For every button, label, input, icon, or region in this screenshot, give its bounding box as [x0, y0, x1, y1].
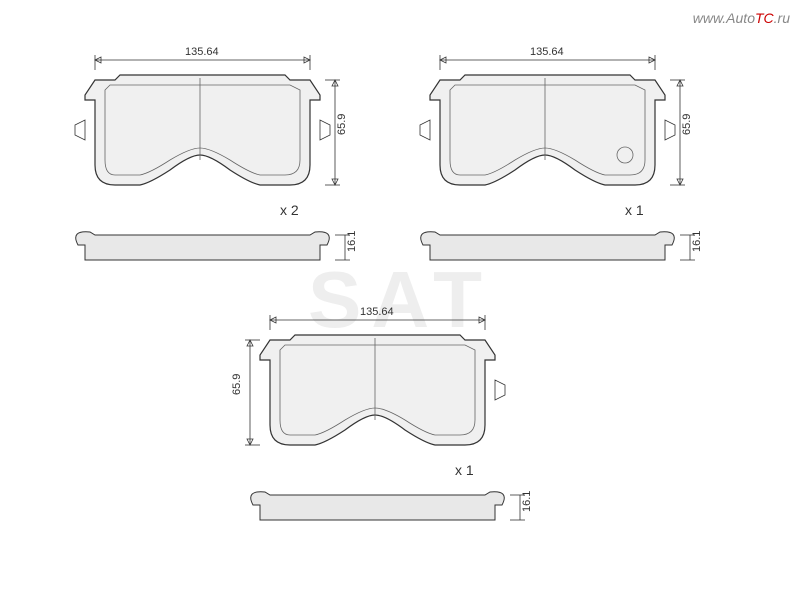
side-view-b: 16.1: [251, 491, 533, 520]
dim-height-b: 65.9: [231, 374, 243, 395]
technical-drawing: 135.64 65.9 x 2 16.1 135.64 65.9 x 1 16.…: [0, 0, 800, 600]
dim-thick-tl: 16.1: [346, 231, 358, 252]
qty-tr: x 1: [625, 202, 644, 218]
dim-height-tr: 65.9: [681, 114, 693, 135]
diagram-container: 135.64 65.9 x 2 16.1 135.64 65.9 x 1 16.…: [0, 0, 800, 600]
qty-tl: x 2: [280, 202, 299, 218]
side-view-tl: 16.1: [76, 231, 358, 260]
dim-width-b: 135.64: [360, 306, 394, 318]
dim-width-tr: 135.64: [530, 46, 564, 58]
dim-width-tl: 135.64: [185, 46, 219, 58]
side-view-tr: 16.1: [421, 231, 703, 260]
dim-thick-tr: 16.1: [691, 231, 703, 252]
dim-height-tl: 65.9: [336, 114, 348, 135]
pad-top-right: 135.64 65.9 x 1: [420, 46, 693, 218]
pad-bottom: 135.64 65.9 x 1: [231, 306, 505, 478]
qty-b: x 1: [455, 462, 474, 478]
pad-top-left: 135.64 65.9 x 2: [75, 46, 348, 218]
dim-thick-b: 16.1: [521, 491, 533, 512]
